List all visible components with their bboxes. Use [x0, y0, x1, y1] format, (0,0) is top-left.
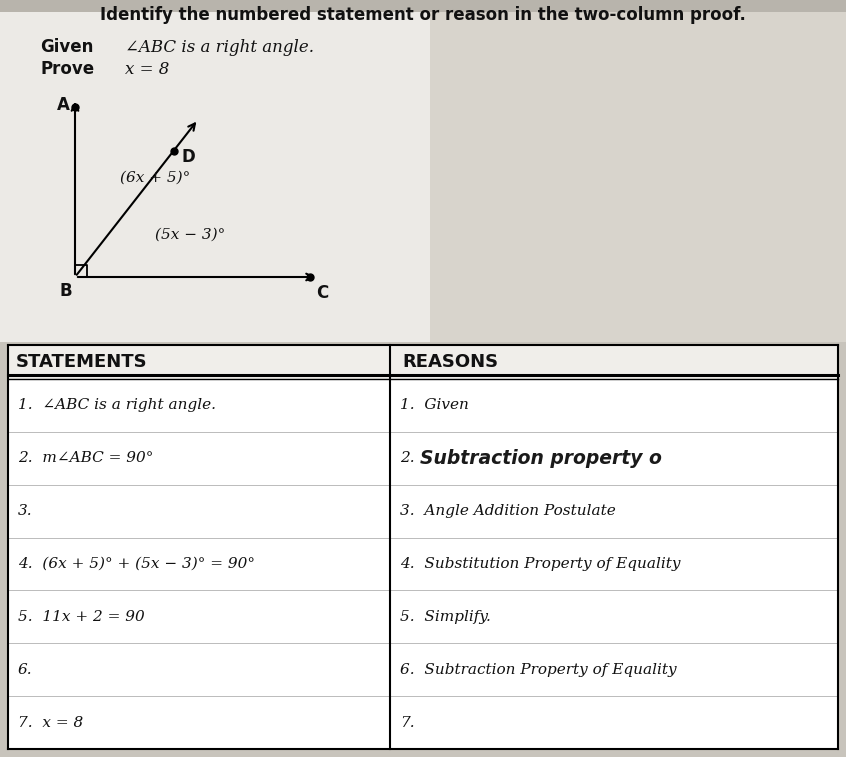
Text: 4.  (6x + 5)° + (5x − 3)° = 90°: 4. (6x + 5)° + (5x − 3)° = 90° [18, 557, 255, 571]
Text: 7.  x = 8: 7. x = 8 [18, 715, 83, 730]
Text: Prove: Prove [40, 60, 94, 78]
Text: REASONS: REASONS [402, 353, 498, 371]
Text: 2.  m∠ABC = 90°: 2. m∠ABC = 90° [18, 451, 153, 466]
Text: 1.  Given: 1. Given [400, 398, 469, 413]
Text: Identify the numbered statement or reason in the two-column proof.: Identify the numbered statement or reaso… [100, 6, 746, 24]
Text: (5x − 3)°: (5x − 3)° [155, 228, 225, 242]
Text: 4.  Substitution Property of Equality: 4. Substitution Property of Equality [400, 557, 680, 571]
Text: B: B [59, 282, 72, 300]
Text: 5.  11x + 2 = 90: 5. 11x + 2 = 90 [18, 610, 145, 624]
Bar [8, 345, 838, 749]
Text: 1.  ∠ABC is a right angle.: 1. ∠ABC is a right angle. [18, 398, 216, 413]
Text: 7.: 7. [400, 715, 415, 730]
Bar [8, 345, 838, 379]
Text: 6.  Subtraction Property of Equality: 6. Subtraction Property of Equality [400, 662, 677, 677]
Text: 2.: 2. [400, 451, 415, 466]
Bar [0, 12, 846, 342]
Text: A: A [57, 96, 70, 114]
Text: ∠ABC is a right angle.: ∠ABC is a right angle. [125, 39, 314, 55]
Text: 5.  Simplify.: 5. Simplify. [400, 610, 491, 624]
Text: C: C [316, 284, 328, 302]
Text: 3.  Angle Addition Postulate: 3. Angle Addition Postulate [400, 504, 616, 518]
Text: 3.: 3. [18, 504, 33, 518]
Bar [0, 0, 846, 37]
Text: x = 8: x = 8 [125, 61, 169, 77]
Text: (6x + 5)°: (6x + 5)° [120, 171, 190, 185]
Text: Given: Given [40, 38, 93, 56]
Text: Subtraction property o: Subtraction property o [420, 449, 662, 468]
Bar [430, 12, 846, 342]
Text: 6.: 6. [18, 662, 33, 677]
Text: D: D [182, 148, 195, 166]
Text: STATEMENTS: STATEMENTS [16, 353, 147, 371]
